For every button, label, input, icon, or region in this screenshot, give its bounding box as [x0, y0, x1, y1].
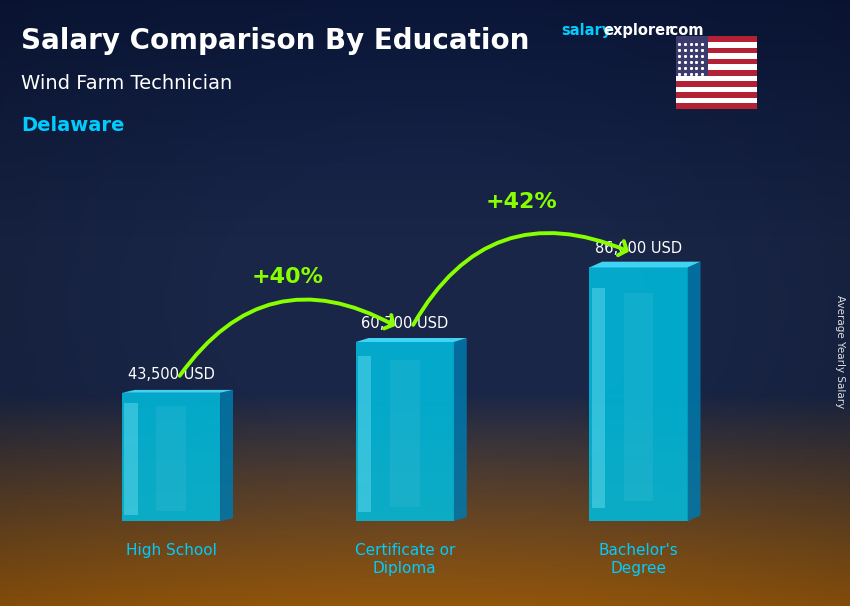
- Polygon shape: [590, 267, 688, 521]
- Bar: [676, 36, 708, 76]
- Polygon shape: [355, 342, 454, 521]
- Bar: [676, 53, 756, 59]
- Bar: [676, 81, 756, 87]
- Bar: [676, 76, 756, 81]
- Text: Bachelor's
Degree: Bachelor's Degree: [598, 544, 678, 576]
- Text: Certificate or
Diploma: Certificate or Diploma: [354, 544, 455, 576]
- Bar: [676, 87, 756, 92]
- Polygon shape: [156, 405, 186, 511]
- Polygon shape: [355, 338, 467, 342]
- Polygon shape: [590, 262, 700, 267]
- Polygon shape: [688, 262, 700, 521]
- Text: Delaware: Delaware: [21, 116, 125, 135]
- Bar: [676, 47, 756, 53]
- Bar: [676, 64, 756, 70]
- Polygon shape: [122, 393, 220, 521]
- Bar: [676, 59, 756, 64]
- Text: Average Yearly Salary: Average Yearly Salary: [835, 295, 845, 408]
- Text: +42%: +42%: [486, 193, 558, 213]
- Text: 60,700 USD: 60,700 USD: [361, 316, 449, 331]
- Bar: [676, 92, 756, 98]
- Text: Wind Farm Technician: Wind Farm Technician: [21, 74, 233, 93]
- Polygon shape: [624, 293, 654, 501]
- Bar: [676, 42, 756, 47]
- Polygon shape: [358, 356, 371, 512]
- Bar: [676, 70, 756, 76]
- Text: +40%: +40%: [252, 267, 324, 287]
- Bar: [676, 98, 756, 104]
- Polygon shape: [592, 288, 605, 508]
- Polygon shape: [122, 390, 233, 393]
- Bar: [676, 104, 756, 109]
- Polygon shape: [124, 403, 138, 514]
- Polygon shape: [454, 338, 467, 521]
- Text: .com: .com: [665, 23, 704, 38]
- Polygon shape: [220, 390, 233, 521]
- Text: High School: High School: [126, 544, 217, 558]
- Bar: [676, 36, 756, 42]
- Polygon shape: [390, 360, 420, 507]
- Text: Salary Comparison By Education: Salary Comparison By Education: [21, 27, 530, 55]
- Text: explorer: explorer: [604, 23, 673, 38]
- Text: 86,000 USD: 86,000 USD: [595, 241, 682, 256]
- Text: 43,500 USD: 43,500 USD: [128, 367, 214, 382]
- Text: salary: salary: [561, 23, 611, 38]
